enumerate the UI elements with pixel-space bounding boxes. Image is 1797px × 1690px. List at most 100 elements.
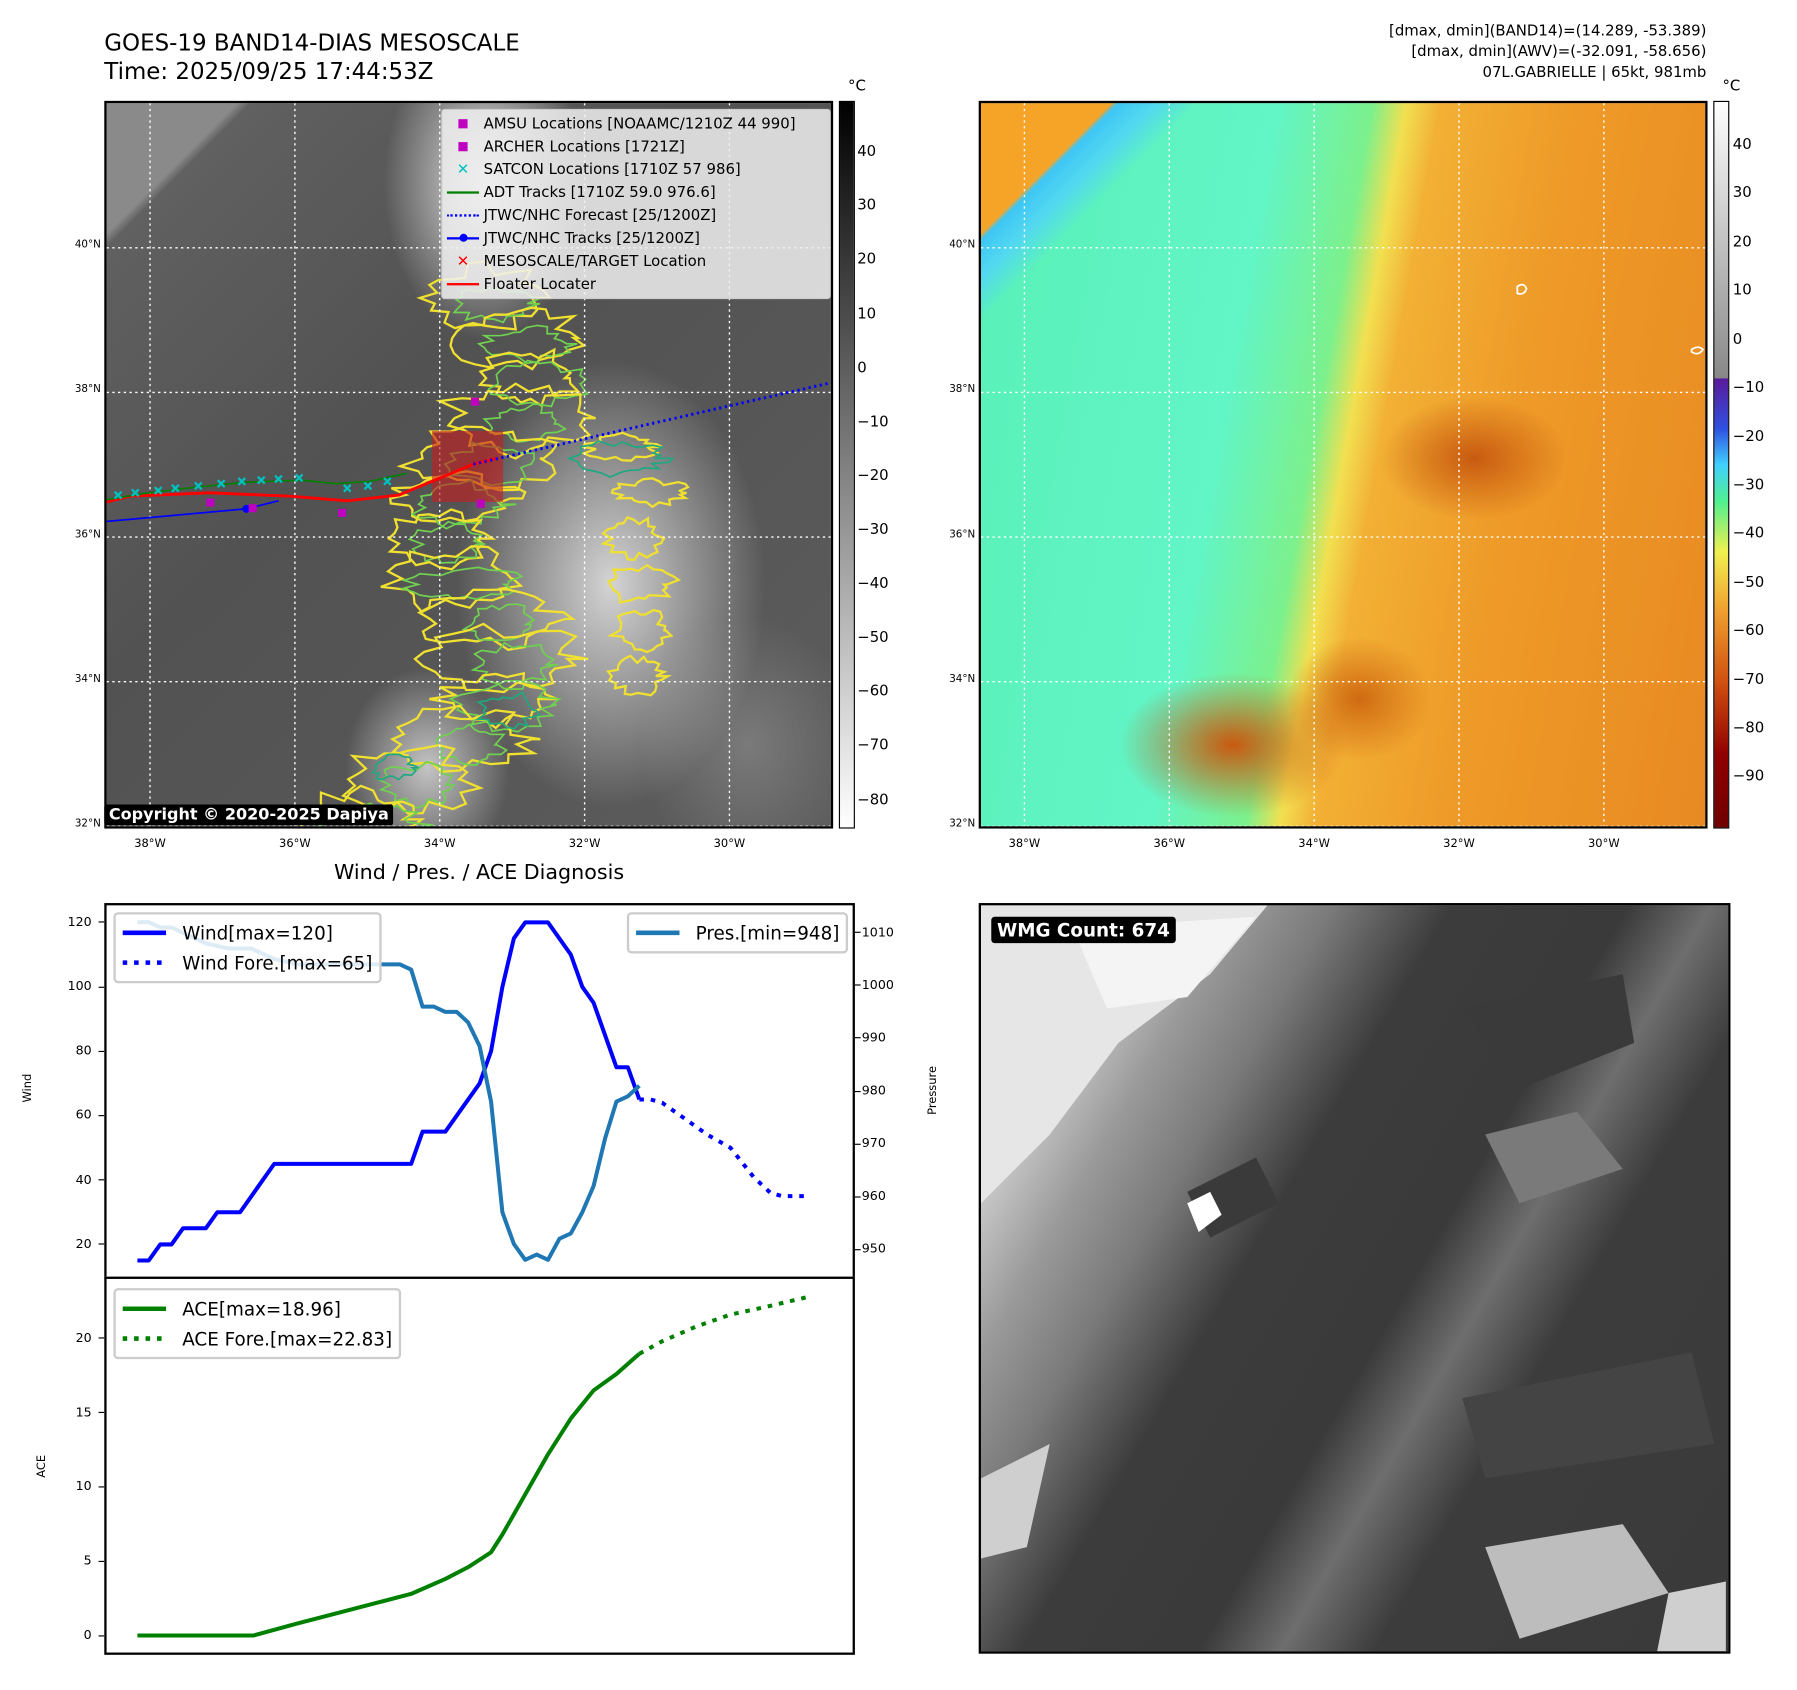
line-dot-icon	[442, 233, 483, 242]
legend-item-ace-forecast: ACE Fore.[max=22.83]	[122, 1324, 392, 1354]
contour-line	[407, 520, 486, 564]
colorbar-tick-label: −70	[857, 737, 889, 755]
wmg-count-label: WMG Count: 674	[991, 916, 1176, 944]
colorbar-tick-label: 10	[857, 305, 877, 323]
contour-line	[416, 588, 577, 651]
y-tick-label: 5	[83, 1553, 92, 1569]
satcon-marker	[363, 481, 373, 491]
lat-tick-label: 40°N	[949, 239, 976, 252]
map-legend-item: JTWC/NHC Forecast [25/1200Z]	[442, 204, 829, 227]
contour-line	[475, 690, 541, 730]
colorbar-tick-label: −20	[1732, 428, 1765, 446]
y-tick-mark	[98, 1115, 105, 1117]
lat-tick-label: 34°N	[949, 673, 976, 686]
satcon-marker	[130, 488, 140, 498]
info-block: [dmax, dmin](BAND14)=(14.289, -53.389) […	[1389, 22, 1706, 84]
satcon-marker	[294, 473, 304, 483]
colorbar-tick-label: 20	[1732, 233, 1752, 251]
amsu-archer-markers	[206, 397, 485, 517]
satcon-marker	[153, 486, 163, 495]
y2-tick-mark	[854, 984, 861, 987]
contour-line	[605, 654, 672, 697]
legend-item-pressure: Pres.[min=948]	[636, 918, 839, 948]
colorbar-tick-label: −40	[1732, 525, 1765, 543]
legend-line-ace-forecast	[122, 1336, 167, 1341]
diagnosis-title: Wind / Pres. / ACE Diagnosis	[333, 860, 625, 885]
contour-line	[398, 566, 524, 601]
contour-line	[448, 679, 562, 733]
ir-map: AMSU Locations [NOAAMC/1210Z 44 990] ARCH…	[104, 100, 834, 829]
y-tick-label: 40	[75, 1171, 92, 1187]
satcon-marker	[383, 477, 392, 486]
y-tick-label: 20	[75, 1330, 92, 1346]
lat-tick-label: 40°N	[74, 239, 101, 252]
satcon-marker	[194, 481, 203, 491]
colorbar-tick-label: 20	[857, 251, 877, 269]
y-tick-mark	[98, 921, 105, 923]
y2-tick-mark	[854, 1090, 861, 1092]
satcon-marker	[237, 477, 247, 486]
colorbar-tick-label: 40	[857, 143, 877, 161]
lat-tick-label: 34°N	[74, 673, 101, 686]
info-awv: [dmax, dmin](AWV)=(-32.091, -58.656)	[1411, 43, 1707, 61]
y-tick-label: 60	[75, 1107, 92, 1123]
colorbar-band14	[838, 100, 855, 829]
map-legend-item: JTWC/NHC Tracks [25/1200Z]	[442, 227, 829, 250]
map-legend-item: AMSU Locations [NOAAMC/1210Z 44 990]	[442, 112, 829, 135]
y2-tick-mark	[854, 1037, 861, 1039]
map-legend-label: ADT Tracks [1710Z 59.0 976.6]	[483, 183, 716, 202]
contour-line	[607, 563, 682, 604]
y2-tick-label: 1010	[861, 924, 894, 940]
contour-line	[600, 516, 666, 562]
y2-tick-mark	[854, 1248, 861, 1250]
contour-line	[461, 603, 536, 642]
y-tick-label: 15	[75, 1404, 92, 1420]
y2-tick-label: 980	[861, 1082, 886, 1098]
legend-line-wind	[122, 930, 167, 936]
line-marker-icon	[442, 191, 483, 194]
legend-item-wind: Wind[max=120]	[122, 918, 373, 948]
y-tick-mark	[98, 1634, 105, 1637]
y-tick-label: 10	[75, 1478, 92, 1494]
colorbar-tick-label: −10	[857, 413, 889, 431]
map-legend-item: Floater Locater	[442, 273, 829, 296]
floater-locater-line	[106, 457, 497, 504]
square-marker-icon	[442, 142, 483, 152]
y-tick-mark	[98, 1412, 105, 1414]
map-legend-label: MESOSCALE/TARGET Location	[483, 252, 707, 270]
jtwc-track-point	[242, 504, 251, 513]
map-legend-item: ADT Tracks [1710Z 59.0 976.6]	[442, 181, 829, 204]
y-tick-label: 20	[75, 1236, 92, 1252]
x-marker-icon: ✕	[456, 252, 470, 270]
satcon-marker	[113, 490, 123, 500]
contour-line	[487, 359, 589, 408]
lon-tick-label: 38°W	[1008, 837, 1041, 851]
island-outline	[1516, 283, 1705, 355]
colorbar-tick-label: −60	[1732, 622, 1765, 640]
line-marker-icon	[442, 283, 483, 286]
legend-item-ace: ACE[max=18.96]	[122, 1294, 393, 1324]
colorbar-tick-label: 30	[857, 197, 877, 215]
map-legend-item: ARCHER Locations [1721Z]	[442, 135, 829, 158]
contour-line	[340, 743, 485, 815]
y2-tick-label: 970	[861, 1135, 886, 1151]
y-tick-mark	[98, 1179, 105, 1181]
temperature-contours	[299, 260, 690, 827]
colorbar-unit-left: °C	[848, 77, 866, 96]
lon-tick-label: 30°W	[1588, 837, 1620, 851]
series-line-ace	[137, 1352, 641, 1638]
ace-axis-label: ACE	[36, 1454, 49, 1478]
map-legend-label: JTWC/NHC Forecast [25/1200Z]	[483, 206, 717, 225]
contour-line	[371, 753, 419, 781]
y2-tick-label: 990	[861, 1030, 886, 1046]
ace-legend: ACE[max=18.96] ACE Fore.[max=22.83]	[113, 1288, 402, 1360]
colorbar-awv	[1713, 100, 1730, 829]
series-line-ace-fore-	[638, 1294, 811, 1356]
colorbar-tick-label: −90	[1732, 768, 1765, 786]
lat-tick-label: 32°N	[949, 818, 976, 830]
wmg-panel	[978, 903, 1731, 1654]
contour-line	[435, 723, 509, 766]
map-legend-label: JTWC/NHC Tracks [25/1200Z]	[483, 229, 700, 247]
lon-tick-label: 36°W	[1153, 837, 1186, 851]
